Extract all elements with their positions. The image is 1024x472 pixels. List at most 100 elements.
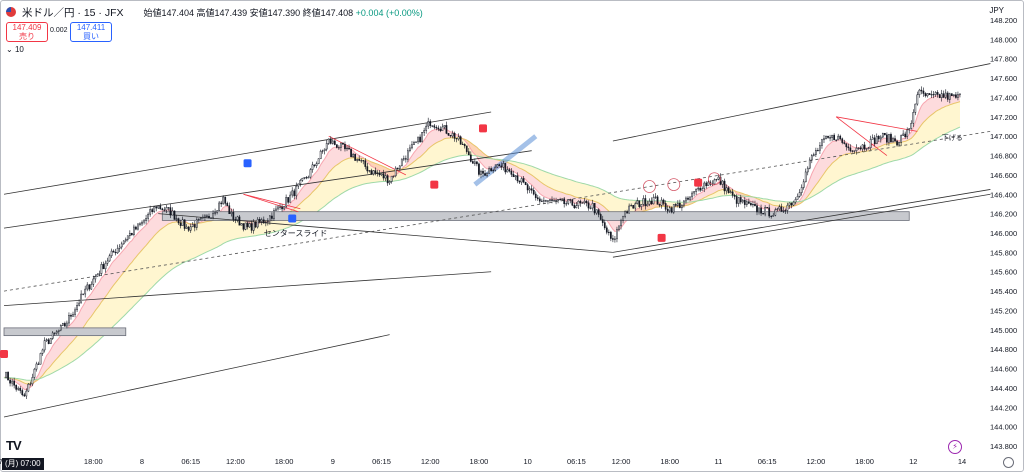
signal-badge [0,350,8,359]
candle-body [116,248,119,254]
candle-body [476,161,478,165]
candle-body [27,383,30,392]
candle-body [106,260,109,264]
candle-body [784,210,787,212]
candle-body [378,173,381,176]
x-tick-label: 8 [140,457,144,466]
candle-body [538,198,541,202]
trend-line [3,130,991,292]
trend-line [243,193,299,213]
settings-icon[interactable] [1003,457,1014,468]
annotation-label: センタースライド [264,229,328,238]
candle-body [350,148,352,158]
candle-body [934,92,937,95]
sell-button[interactable]: 147.409 売り [6,22,48,42]
ma-ribbon-slow [4,101,960,384]
candle-body [918,89,921,96]
candle-body [573,204,576,209]
candle-body [457,136,460,140]
candle-body [37,363,40,365]
moving-average-line [3,101,961,385]
volume-indicator[interactable]: ⌄ 10 [6,45,24,54]
trend-line [328,135,407,176]
candle-body [597,209,600,215]
trend-line [3,150,532,229]
candle-body [102,264,105,270]
candle-body [297,183,300,187]
candle-body [283,206,285,210]
candle-body [553,200,555,202]
candle-body [275,208,277,211]
candle-body [126,235,129,240]
y-tick-label: 146.200 [990,210,1017,219]
candle-body [325,143,328,150]
candle-body [281,206,283,210]
candle-body [494,166,497,171]
candle-body [145,218,147,221]
candle-body [731,191,734,196]
candle-body [72,314,74,317]
candle-body [766,207,769,209]
candle-body [169,207,172,216]
candle-body [506,169,509,173]
candle-body [336,144,338,148]
candle-body [599,214,602,220]
candle-body [571,199,574,206]
candle-body [504,163,507,173]
x-tick-label: 18:00 [84,457,103,466]
candle-body [427,121,430,127]
signal-badge [243,159,252,168]
candle-body [453,133,456,139]
signal-badge [657,233,666,242]
y-tick-label: 147.200 [990,113,1017,122]
candle-body [843,142,846,144]
symbol-title[interactable]: 米ドル／円 · 15 · JFX [22,6,124,19]
candle-body [703,182,706,189]
candle-body [236,216,239,221]
candle-body [417,136,419,143]
candle-body [19,387,22,391]
lightning-icon[interactable]: ⚡ [948,440,962,454]
candle-body [823,138,825,140]
candle-body [739,197,742,203]
trend-line [243,193,301,210]
candle-body [35,363,38,370]
candle-body [565,203,568,205]
y-tick-label: 147.400 [990,93,1017,102]
candle-body [181,219,184,226]
candle-body [413,142,415,145]
candle-body [646,203,649,207]
buy-button[interactable]: 147.411 買い [70,22,112,42]
candle-body [266,220,269,223]
candle-body [327,138,330,144]
candle-body [70,315,72,317]
candle-body [285,197,287,207]
candle-body [415,141,417,143]
candle-body [323,148,326,151]
candle-body [904,133,907,138]
y-tick-label: 147.000 [990,132,1017,141]
candle-body [715,178,718,181]
trend-line [835,116,888,156]
candle-body [892,138,894,143]
candle-body [900,135,902,143]
candle-body [782,210,785,212]
candle-body [384,175,387,179]
x-tick-label: 18:00 [660,457,679,466]
y-tick-label: 145.000 [990,326,1017,335]
candle-body [358,158,361,161]
candle-body [273,210,275,219]
spread-value: 0.002 [50,27,68,34]
candle-body [831,134,833,138]
candle-body [159,205,162,210]
candle-body [206,215,208,217]
candle-body [717,176,720,180]
annotation-label: 下げる [942,133,963,142]
candle-body [526,184,529,191]
candle-body [396,167,399,169]
candle-body [577,200,580,206]
candle-body [471,161,474,164]
candle-body [9,379,11,384]
candle-body [875,136,878,145]
